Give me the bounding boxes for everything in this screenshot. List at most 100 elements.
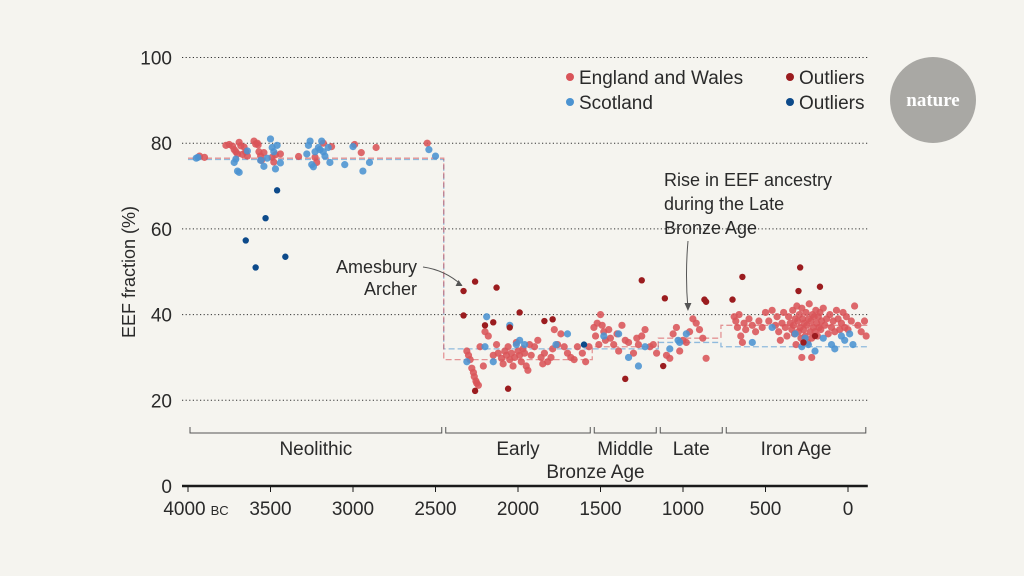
- point-england_wales: [669, 330, 677, 338]
- point-scotland: [309, 163, 317, 171]
- point-england_wales: [733, 323, 742, 332]
- point-england_wales_outlier: [660, 362, 667, 370]
- point-scotland: [841, 336, 849, 344]
- y-tick-label: 100: [140, 49, 172, 70]
- x-tick-label: 0: [843, 499, 854, 520]
- point-scotland_outlier: [252, 264, 259, 271]
- point-england_wales: [595, 340, 603, 349]
- x-tick-label: 3500: [249, 499, 291, 520]
- point-scotland: [425, 146, 433, 154]
- point-england_wales: [742, 325, 750, 334]
- point-england_wales: [570, 355, 578, 364]
- point-england_wales: [357, 149, 365, 157]
- point-scotland: [676, 338, 684, 347]
- y-tick-label: 0: [161, 477, 172, 498]
- y-tick-label: 40: [151, 306, 172, 327]
- x-tick-label: 2000: [497, 499, 539, 520]
- point-scotland: [463, 358, 471, 366]
- point-england_wales: [200, 153, 209, 161]
- point-england_wales: [634, 340, 643, 349]
- step-mean-england_wales: [188, 157, 868, 361]
- gridlines: [182, 57, 868, 401]
- bracket-early: [445, 427, 591, 434]
- point-scotland: [481, 343, 489, 351]
- point-england_wales_outlier: [541, 317, 548, 325]
- point-england_wales: [521, 349, 529, 357]
- point-scotland: [266, 135, 275, 143]
- period-label: Late: [673, 439, 710, 460]
- annotation-amesbury-text: Archer: [364, 279, 417, 299]
- point-england_wales: [582, 358, 590, 366]
- point-england_wales: [270, 158, 278, 166]
- point-england_wales_outlier: [516, 309, 523, 316]
- point-scotland: [641, 343, 649, 351]
- point-england_wales: [638, 332, 646, 340]
- y-axis-title: EEF fraction (%): [119, 206, 139, 338]
- x-tick-label: 1000: [662, 499, 704, 520]
- x-tick-label: 3000: [332, 499, 374, 520]
- bronze-age-label: Bronze Age: [546, 462, 644, 483]
- point-england_wales: [857, 328, 865, 336]
- bracket-middle: [593, 427, 657, 434]
- point-scotland: [563, 330, 572, 338]
- point-scotland: [791, 330, 799, 338]
- point-scotland: [271, 165, 280, 173]
- point-scotland: [321, 152, 329, 160]
- point-england_wales_outlier: [504, 385, 512, 392]
- point-england_wales: [765, 317, 773, 325]
- annotation-late-bronze-arrow: [686, 240, 689, 310]
- point-england_wales: [254, 141, 262, 149]
- y-tick-label: 60: [151, 220, 172, 241]
- point-england_wales_outlier: [481, 322, 489, 329]
- x-tick-label: 4000 BC: [163, 499, 228, 520]
- point-england_wales_outlier: [460, 312, 467, 319]
- point-england_wales: [761, 308, 770, 317]
- point-england_wales: [504, 343, 512, 351]
- legend-marker-scotland_outlier: [786, 98, 794, 106]
- point-england_wales: [783, 332, 791, 340]
- legend-label: Scotland: [579, 93, 653, 114]
- nature-logo: nature: [890, 57, 976, 143]
- point-england_wales: [573, 343, 582, 351]
- point-england_wales: [534, 336, 542, 344]
- point-england_wales_outlier: [796, 264, 804, 271]
- period-label: Middle: [597, 439, 653, 460]
- point-scotland: [324, 143, 332, 152]
- point-england_wales: [243, 152, 251, 160]
- legend-label: England and Wales: [579, 68, 743, 89]
- legend-label: Outliers: [799, 68, 864, 89]
- point-scotland_outlier: [282, 253, 289, 260]
- point-england_wales: [738, 338, 747, 347]
- point-scotland: [768, 323, 776, 332]
- point-england_wales: [851, 302, 859, 310]
- point-england_wales: [773, 313, 781, 321]
- y-tick-label: 20: [151, 391, 172, 412]
- data-points: [192, 135, 870, 395]
- point-scotland: [831, 345, 839, 353]
- x-axis: 4000 BC 3500 3000 2500 2000 1500 1000 500 0: [163, 484, 868, 520]
- point-england_wales: [557, 330, 565, 338]
- y-tick-label: 80: [151, 134, 172, 155]
- point-scotland: [489, 358, 497, 366]
- point-england_wales_outlier: [490, 319, 497, 326]
- point-england_wales: [666, 354, 674, 362]
- point-england_wales: [752, 328, 760, 336]
- point-england_wales: [819, 304, 827, 312]
- point-england_wales_outlier: [622, 375, 629, 383]
- point-england_wales: [606, 334, 615, 342]
- point-england_wales_outlier: [506, 324, 513, 331]
- point-scotland: [260, 162, 268, 170]
- point-scotland: [819, 334, 827, 342]
- point-scotland: [270, 148, 278, 156]
- point-england_wales: [735, 311, 743, 319]
- point-scotland: [811, 347, 819, 355]
- point-england_wales: [260, 149, 268, 157]
- point-scotland: [341, 161, 349, 169]
- point-england_wales: [805, 300, 813, 308]
- point-england_wales: [276, 150, 284, 158]
- point-england_wales_outlier: [739, 273, 746, 281]
- legend-marker-england_wales_outlier: [786, 73, 794, 81]
- point-scotland: [431, 152, 440, 160]
